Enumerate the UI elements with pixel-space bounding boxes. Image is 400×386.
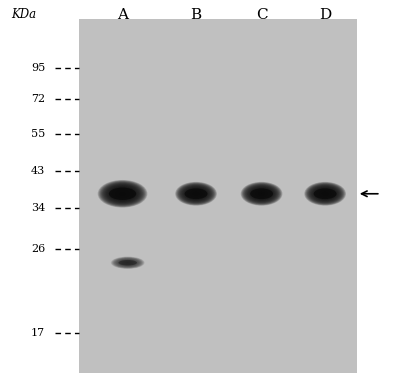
Ellipse shape <box>184 187 208 201</box>
Text: C: C <box>256 8 267 22</box>
Ellipse shape <box>250 188 273 200</box>
Ellipse shape <box>102 182 143 205</box>
Ellipse shape <box>249 187 274 201</box>
Ellipse shape <box>107 185 138 203</box>
Ellipse shape <box>109 188 136 200</box>
Ellipse shape <box>112 257 143 268</box>
Ellipse shape <box>175 182 217 206</box>
Ellipse shape <box>242 183 281 205</box>
Ellipse shape <box>246 185 278 203</box>
Text: B: B <box>190 8 202 22</box>
Ellipse shape <box>185 188 207 200</box>
Ellipse shape <box>176 183 216 205</box>
Ellipse shape <box>314 188 336 200</box>
Ellipse shape <box>312 186 338 201</box>
Ellipse shape <box>311 186 339 202</box>
Ellipse shape <box>307 183 343 204</box>
Ellipse shape <box>305 182 345 205</box>
Ellipse shape <box>250 187 273 200</box>
Ellipse shape <box>98 180 147 208</box>
Ellipse shape <box>241 182 282 206</box>
Text: 43: 43 <box>31 166 45 176</box>
Text: 26: 26 <box>31 244 45 254</box>
Ellipse shape <box>176 182 216 205</box>
Ellipse shape <box>244 183 280 204</box>
Ellipse shape <box>309 185 341 203</box>
Ellipse shape <box>112 257 144 269</box>
Ellipse shape <box>100 181 145 206</box>
Ellipse shape <box>246 185 277 203</box>
Text: KDa: KDa <box>11 8 36 21</box>
Ellipse shape <box>306 183 344 205</box>
Ellipse shape <box>108 186 137 201</box>
Text: 34: 34 <box>31 203 45 213</box>
Ellipse shape <box>108 186 138 202</box>
Ellipse shape <box>250 188 273 199</box>
Ellipse shape <box>177 183 215 205</box>
Ellipse shape <box>114 257 142 268</box>
Ellipse shape <box>306 183 344 205</box>
Bar <box>79 19 357 373</box>
Ellipse shape <box>115 258 141 267</box>
Ellipse shape <box>103 183 142 205</box>
Ellipse shape <box>313 187 337 200</box>
Ellipse shape <box>313 187 338 201</box>
Ellipse shape <box>98 180 146 207</box>
Ellipse shape <box>248 186 276 202</box>
Text: 17: 17 <box>31 328 45 338</box>
Ellipse shape <box>118 260 137 266</box>
Ellipse shape <box>101 182 144 206</box>
Ellipse shape <box>183 186 209 201</box>
Ellipse shape <box>182 186 210 202</box>
Text: A: A <box>117 8 128 22</box>
Ellipse shape <box>182 185 211 202</box>
Ellipse shape <box>109 186 136 201</box>
Ellipse shape <box>244 184 279 204</box>
Text: 95: 95 <box>31 63 45 73</box>
Ellipse shape <box>310 185 340 203</box>
Ellipse shape <box>104 183 142 204</box>
Ellipse shape <box>178 183 214 204</box>
Ellipse shape <box>245 184 278 203</box>
Ellipse shape <box>179 184 214 204</box>
Ellipse shape <box>304 182 346 206</box>
Ellipse shape <box>114 258 141 267</box>
Ellipse shape <box>180 185 212 203</box>
Ellipse shape <box>179 184 213 203</box>
Ellipse shape <box>248 186 275 201</box>
Ellipse shape <box>184 188 208 199</box>
Ellipse shape <box>111 257 144 269</box>
Ellipse shape <box>243 183 280 205</box>
Ellipse shape <box>314 188 336 199</box>
Ellipse shape <box>310 185 340 202</box>
Ellipse shape <box>181 185 211 203</box>
Text: D: D <box>319 8 331 22</box>
Ellipse shape <box>111 257 144 269</box>
Ellipse shape <box>106 185 139 203</box>
Text: 72: 72 <box>31 94 45 104</box>
Ellipse shape <box>242 182 282 205</box>
Ellipse shape <box>308 184 342 204</box>
Ellipse shape <box>247 185 276 202</box>
Ellipse shape <box>99 181 146 207</box>
Ellipse shape <box>115 258 140 267</box>
Ellipse shape <box>308 184 342 203</box>
Ellipse shape <box>184 187 208 200</box>
Text: 55: 55 <box>31 129 45 139</box>
Ellipse shape <box>104 184 141 204</box>
Ellipse shape <box>113 257 142 268</box>
Ellipse shape <box>105 184 140 203</box>
